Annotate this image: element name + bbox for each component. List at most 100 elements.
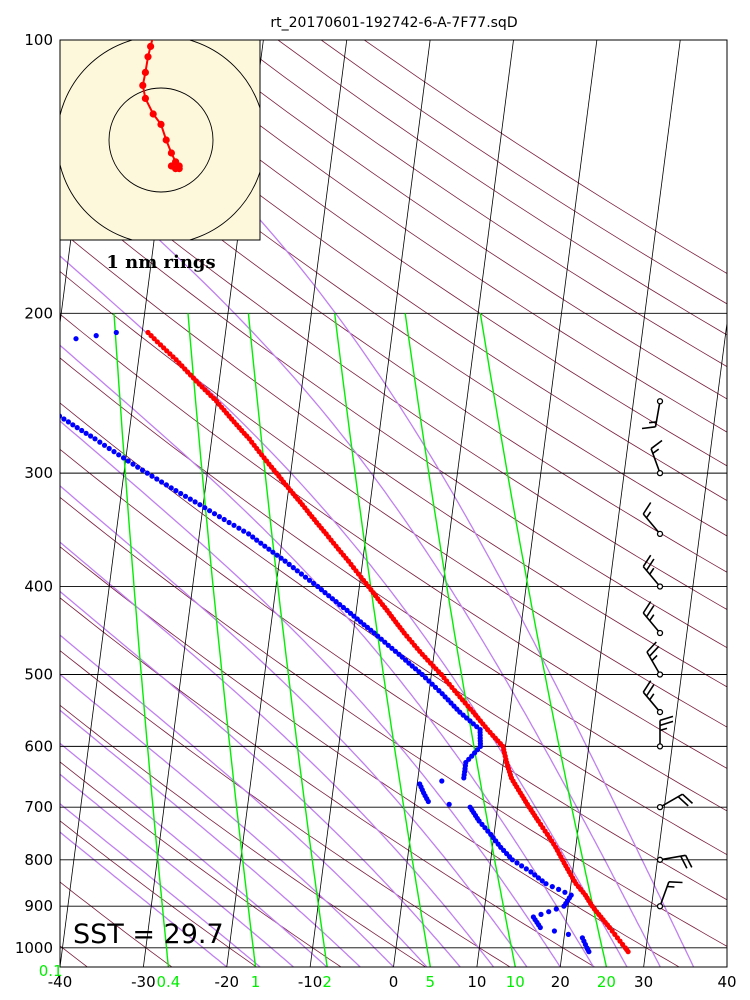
dewpoint-profile-point <box>53 411 58 416</box>
dewpoint-profile-point <box>519 863 525 869</box>
wind-barb <box>642 680 664 716</box>
dewpoint-profile-point <box>246 531 252 537</box>
hodograph-ring <box>108 87 214 193</box>
dewpoint-profile-point <box>382 639 388 645</box>
dewpoint-profile-point <box>278 555 284 561</box>
dewpoint-profile-point <box>417 781 423 787</box>
moist-adiabat <box>79 40 695 967</box>
dewpoint-profile-point <box>97 439 103 445</box>
dewpoint-profile-point <box>337 602 343 608</box>
moist-adiabat <box>60 742 328 967</box>
dewpoint-profile-point <box>241 528 247 534</box>
wind-barb <box>642 554 664 590</box>
dewpoint-profile-point <box>538 911 544 918</box>
wind-barb <box>650 439 664 477</box>
dewpoint-profile-point <box>32 342 37 347</box>
dewpoint-profile-point <box>74 425 80 431</box>
mixing-ratio-label: 0.1 <box>39 962 63 980</box>
dewpoint-profile-point <box>18 389 23 394</box>
dewpoint-profile-point <box>549 884 555 890</box>
pressure-tick-label: 800 <box>24 851 53 869</box>
dewpoint-profile-point <box>485 828 491 834</box>
dewpoint-profile-point <box>539 878 545 884</box>
dewpoint-profile-point <box>347 610 354 616</box>
dewpoint-profile-point <box>439 691 445 697</box>
isotherm <box>393 40 514 967</box>
dewpoint-profile-point <box>416 669 422 675</box>
dewpoint-profile-point <box>116 452 122 458</box>
dewpoint-profile-point <box>144 470 150 476</box>
dewpoint-profile-point <box>93 333 99 339</box>
dewpoint-profile-point <box>306 577 313 583</box>
wind-barb <box>656 793 694 811</box>
dewpoint-profile-point <box>231 522 237 528</box>
hodograph-caption: 1 nm rings <box>106 252 215 273</box>
mixing-ratio-label: 20 <box>597 973 616 991</box>
dewpoint-profile-point <box>446 801 452 807</box>
pressure-tick-label: 600 <box>24 737 53 755</box>
temperature-tick-label: -40 <box>48 973 73 991</box>
hodograph-point <box>149 110 157 118</box>
dewpoint-profile-point <box>302 574 309 580</box>
dewpoint-profile-point <box>530 914 537 920</box>
pressure-tick-label: 700 <box>24 798 53 816</box>
hodograph-point <box>167 149 175 157</box>
dry-adiabat <box>60 820 257 967</box>
temperature-tick-label: 10 <box>467 973 486 991</box>
dewpoint-profile-point <box>266 546 272 552</box>
mixing-ratio-line <box>479 313 608 967</box>
dewpoint-profile-point <box>326 593 332 599</box>
dewpoint-profile-point <box>250 534 256 540</box>
dewpoint-profile-point <box>88 433 94 439</box>
pressure-tick-label: 900 <box>24 897 53 915</box>
mixing-ratio-label: 0.4 <box>156 973 180 991</box>
dewpoint-profile-point <box>389 645 395 651</box>
dewpoint-profile-point <box>378 636 384 642</box>
hodograph-background <box>59 39 261 241</box>
wind-barb <box>646 641 664 678</box>
dewpoint-profile-point <box>101 442 108 448</box>
moist-adiabat <box>60 485 528 967</box>
temperature-profile-point <box>609 928 615 934</box>
dry-adiabat <box>60 111 727 573</box>
pressure-tick-label: 200 <box>24 304 53 322</box>
wind-barb <box>642 601 664 637</box>
mixing-ratio-label: 2 <box>322 973 332 991</box>
temperature-profile <box>145 329 631 955</box>
hodograph-point <box>141 94 149 102</box>
isotherm <box>226 40 348 967</box>
mixing-ratio-line <box>404 313 516 967</box>
dry-adiabat <box>320 40 727 305</box>
dewpoint-profile-point <box>254 537 260 543</box>
dewpoint-profile-point <box>460 712 466 718</box>
dewpoint-profile-point <box>178 490 184 497</box>
temperature-tick-label: 40 <box>717 973 736 991</box>
dewpoint-profile-point <box>333 599 339 605</box>
dewpoint-profile-point <box>53 339 58 344</box>
dewpoint-profile-point <box>523 866 529 872</box>
dry-adiabat <box>234 40 727 368</box>
moist-adiabat <box>60 148 661 967</box>
temperature-tick-label: -20 <box>215 973 240 991</box>
moist-adiabat <box>60 802 261 967</box>
dry-adiabat <box>60 149 727 610</box>
dry-adiabat <box>60 357 727 812</box>
dry-adiabat <box>191 40 727 400</box>
dewpoint-profile-point <box>2 380 7 385</box>
dewpoint-profile-point <box>282 558 288 564</box>
dewpoint-profile-point <box>111 449 117 455</box>
dry-adiabat <box>60 229 727 688</box>
dewpoint-profile-point <box>562 889 568 895</box>
dry-adiabat <box>60 402 727 856</box>
mixing-ratio-label: 1 <box>251 973 261 991</box>
dry-adiabat <box>60 448 727 901</box>
dewpoint-profile-point <box>113 329 119 336</box>
dewpoint-profile-point <box>344 607 350 614</box>
mixing-ratio-line <box>247 313 328 967</box>
dewpoint-profile-point <box>39 402 44 407</box>
dewpoint-profile-point <box>61 416 67 422</box>
dewpoint-profile-point <box>375 633 381 639</box>
dewpoint-profile-point <box>12 386 17 391</box>
hodograph-point <box>144 53 152 61</box>
